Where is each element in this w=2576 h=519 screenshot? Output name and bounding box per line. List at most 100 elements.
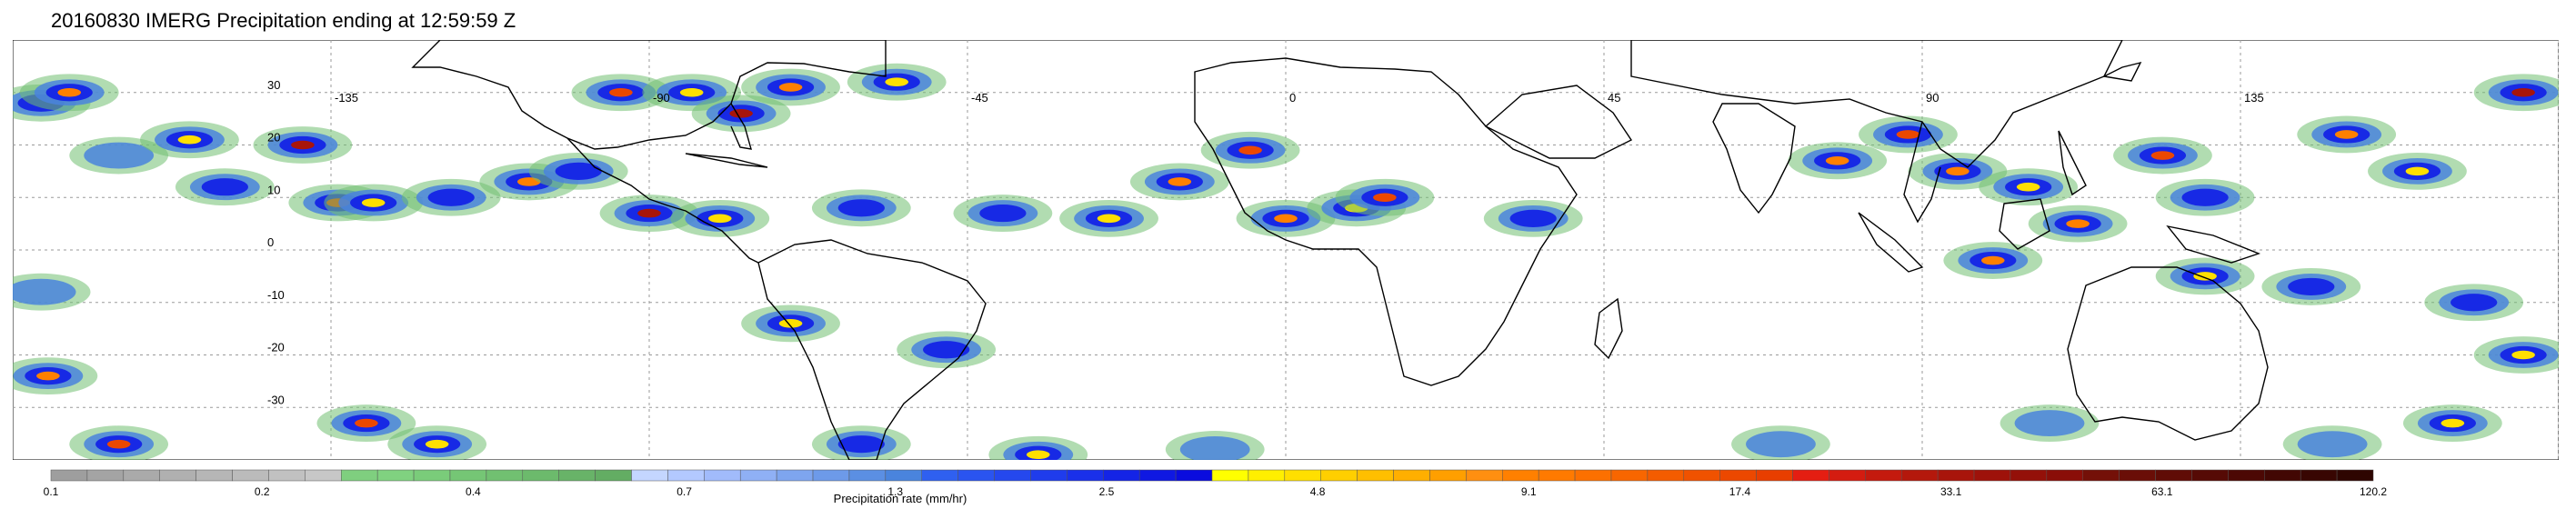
colorbar-swatch [341, 469, 378, 482]
precip-cell [2016, 182, 2040, 192]
coastline-north-america [411, 40, 887, 150]
colorbar-swatch [1973, 469, 2011, 482]
colorbar-swatch [2264, 469, 2301, 482]
colorbar-swatch [1502, 469, 1539, 482]
colorbar-swatch [595, 469, 632, 482]
colorbar-swatch [522, 469, 559, 482]
precip-cell [2014, 410, 2085, 436]
precipitation-map: -135-90-45045901351803020100-10-20-30 [13, 40, 2559, 460]
coastline-mexico [566, 137, 759, 264]
precip-cell [2193, 272, 2217, 281]
coastline-australia [2067, 266, 2269, 441]
precip-cell [1373, 193, 1397, 203]
colorbar-swatch [558, 469, 596, 482]
coastline-japan [2101, 61, 2142, 82]
colorbar-swatches [50, 469, 2374, 482]
colorbar-tick-label: 2.5 [1099, 485, 1115, 498]
lon-tick-label: -45 [971, 91, 988, 105]
precip-cell [177, 135, 202, 145]
precip-cell [36, 371, 60, 381]
colorbar-swatch [413, 469, 451, 482]
colorbar-tick-label: 4.8 [1310, 485, 1326, 498]
coastline-borneo [1999, 198, 2050, 250]
colorbar-swatch [1792, 469, 1829, 482]
precip-cell [84, 142, 155, 169]
precip-cell [609, 87, 633, 97]
precip-cell [2297, 431, 2368, 458]
coastline-madagascar [1594, 297, 1623, 360]
colorbar-swatch [957, 469, 995, 482]
colorbar-swatch [376, 469, 415, 482]
coastline-florida [730, 103, 752, 150]
coastline-layer [411, 40, 2269, 460]
colorbar-swatch [86, 469, 125, 482]
precip-cell [13, 278, 76, 305]
colorbar-swatch [2191, 469, 2229, 482]
colorbar-swatch [1429, 469, 1467, 482]
precip-cell [355, 418, 378, 428]
precip-cell [1896, 130, 1920, 139]
precip-cell [1509, 209, 1557, 227]
colorbar-swatch [2336, 469, 2374, 482]
colorbar-swatch [1067, 469, 1104, 482]
precip-cell [1746, 431, 1816, 458]
coastline-asia [1630, 40, 2123, 168]
precip-cell [923, 341, 970, 359]
colorbar-swatch [776, 469, 814, 482]
coastline-south-america [757, 239, 987, 460]
lat-tick-label: -30 [267, 393, 285, 406]
precip-cell [425, 439, 449, 449]
precipitation-layer [13, 63, 2559, 460]
precip-cell [837, 199, 885, 217]
colorbar-swatch [1900, 469, 1939, 482]
colorbar-swatch [1756, 469, 1793, 482]
colorbar-swatch [994, 469, 1031, 482]
colorbar-swatch [195, 469, 233, 482]
precip-cell [885, 77, 909, 86]
colorbar-swatch [1865, 469, 1902, 482]
colorbar-swatch [305, 469, 342, 482]
colorbar-swatch [1211, 469, 1249, 482]
precip-cell [1238, 145, 1262, 155]
precip-cell [2066, 219, 2090, 228]
precip-cell [2334, 130, 2359, 139]
precip-cell [427, 188, 475, 206]
colorbar-swatch [50, 469, 88, 482]
lon-tick-label: 135 [2244, 91, 2264, 105]
lat-tick-label: -10 [267, 288, 285, 302]
precip-cell [1168, 177, 1192, 186]
colorbar-swatch [739, 469, 777, 482]
colorbar-swatch [2119, 469, 2156, 482]
lat-tick-label: -20 [267, 341, 285, 354]
colorbar-swatch [1357, 469, 1394, 482]
lat-tick-label: 10 [267, 183, 280, 196]
colorbar-swatch [1103, 469, 1140, 482]
colorbar-swatch [2046, 469, 2083, 482]
lon-tick-label: 45 [1608, 91, 1620, 105]
precip-cell [707, 214, 732, 224]
lat-tick-label: 30 [267, 78, 280, 92]
precip-cell [2451, 294, 2498, 312]
precip-cell [778, 319, 803, 328]
lon-tick-label: 90 [1926, 91, 1939, 105]
precip-cell [637, 208, 661, 218]
colorbar-swatch [631, 469, 668, 482]
colorbar-tick-label: 120.2 [2360, 485, 2387, 498]
colorbar-swatch [2300, 469, 2338, 482]
graticule-labels: -135-90-45045901351803020100-10-20-30 [267, 78, 2264, 407]
colorbar-swatch [1284, 469, 1321, 482]
coastline-arabia [1484, 85, 1633, 159]
precip-cell [1825, 156, 1849, 165]
colorbar-swatch [921, 469, 958, 482]
colorbar-tick-label: 0.4 [466, 485, 481, 498]
colorbar-tick-label: 63.1 [2151, 485, 2173, 498]
precip-cell [555, 162, 602, 180]
colorbar-swatch [885, 469, 922, 482]
precip-cell [2511, 350, 2535, 360]
precip-cell [679, 87, 704, 97]
colorbar-tick-label: 33.1 [1940, 485, 1962, 498]
colorbar-swatch [1320, 469, 1358, 482]
precip-cell [2441, 418, 2465, 428]
colorbar-swatch [1647, 469, 1685, 482]
colorbar-swatch [1138, 469, 1177, 482]
